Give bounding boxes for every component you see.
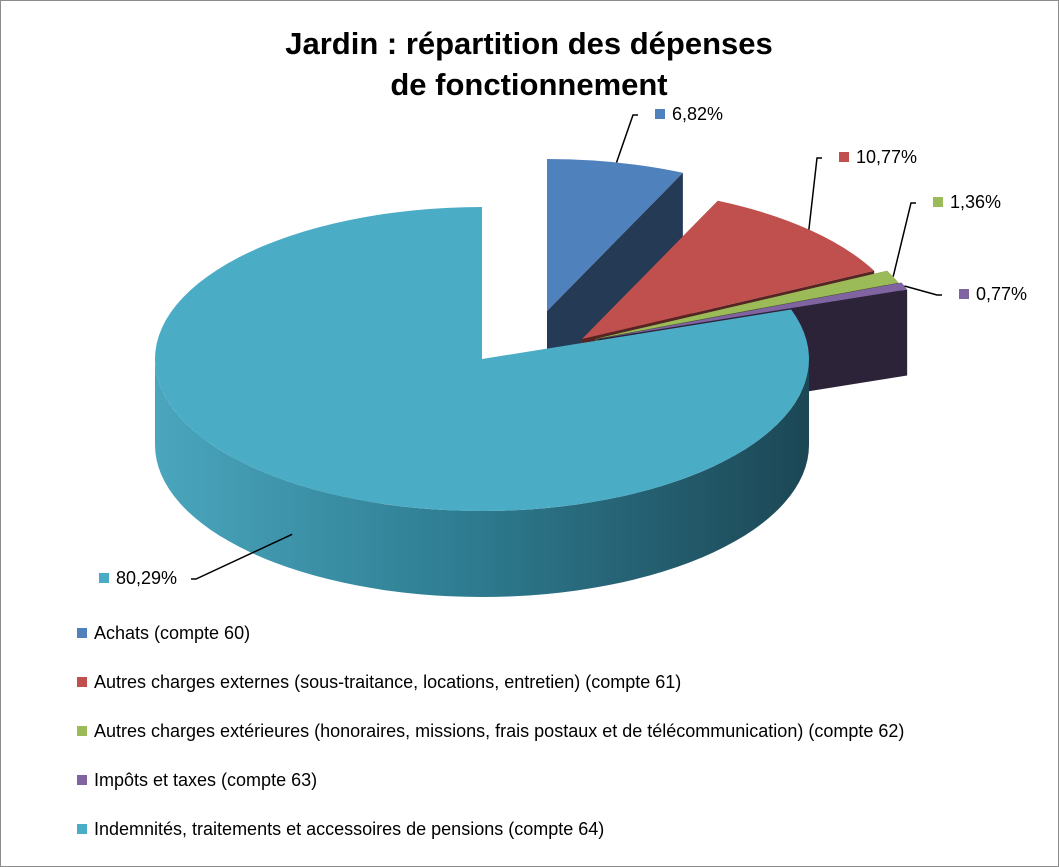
legend-item-autres-charges-exterieures: Autres charges extérieures (honoraires, …: [77, 719, 1037, 743]
chart-title-line-1: Jardin : répartition des dépenses: [285, 26, 773, 61]
slice-cut-face: [547, 172, 683, 397]
data-label-key: [933, 197, 943, 207]
chart-title-line-2: de fonctionnement: [390, 67, 667, 102]
legend-label: Achats (compte 60): [94, 622, 251, 643]
leader-line: [892, 202, 916, 277]
slice-top: [155, 207, 809, 511]
data-label: 80,29%: [116, 568, 177, 588]
slice-top: [547, 159, 683, 311]
legend-swatch: [77, 677, 87, 687]
data-label-key: [959, 289, 969, 299]
slice-top: [598, 282, 908, 339]
pie-slices: [155, 159, 908, 597]
data-label-key: [99, 573, 109, 583]
data-label: 6,82%: [672, 104, 723, 124]
legend-swatch: [77, 775, 87, 785]
data-labels: 6,82% 10,77% 1,36% 0,77% 80,29%: [99, 104, 1027, 588]
leader-line: [615, 114, 638, 163]
legend-label: Impôts et taxes (compte 63): [94, 769, 318, 790]
legend-swatch: [77, 726, 87, 736]
slice-top: [582, 200, 875, 339]
legend-swatch: [77, 824, 87, 834]
data-label: 1,36%: [950, 192, 1001, 212]
legend: Achats (compte 60) Autres charges extern…: [77, 621, 1037, 866]
data-label-key: [839, 152, 849, 162]
legend-label: Autres charges externes (sous-traitance,…: [94, 671, 682, 692]
legend-swatch: [77, 628, 87, 638]
data-label-key: [655, 109, 665, 119]
slice-top: [595, 270, 899, 339]
legend-item-achats: Achats (compte 60): [77, 621, 1037, 645]
data-label: 10,77%: [856, 147, 917, 167]
slice-side-wall: [155, 359, 809, 597]
legend-label: Indemnités, traitements et accessoires d…: [94, 818, 605, 839]
legend-item-impots-taxes: Impôts et taxes (compte 63): [77, 768, 1037, 792]
leader-line: [808, 157, 822, 230]
legend-item-autres-charges-externes: Autres charges externes (sous-traitance,…: [77, 670, 1037, 694]
legend-label: Autres charges extérieures (honoraires, …: [94, 720, 905, 741]
leader-line: [191, 533, 293, 580]
legend-item-indemnites: Indemnités, traitements et accessoires d…: [77, 817, 1037, 841]
slice-achats: [547, 159, 683, 397]
leader-line: [904, 285, 942, 296]
data-label: 0,77%: [976, 284, 1027, 304]
slice-indemnites-traitements-et-accessoires-de-pensions: [155, 207, 809, 597]
